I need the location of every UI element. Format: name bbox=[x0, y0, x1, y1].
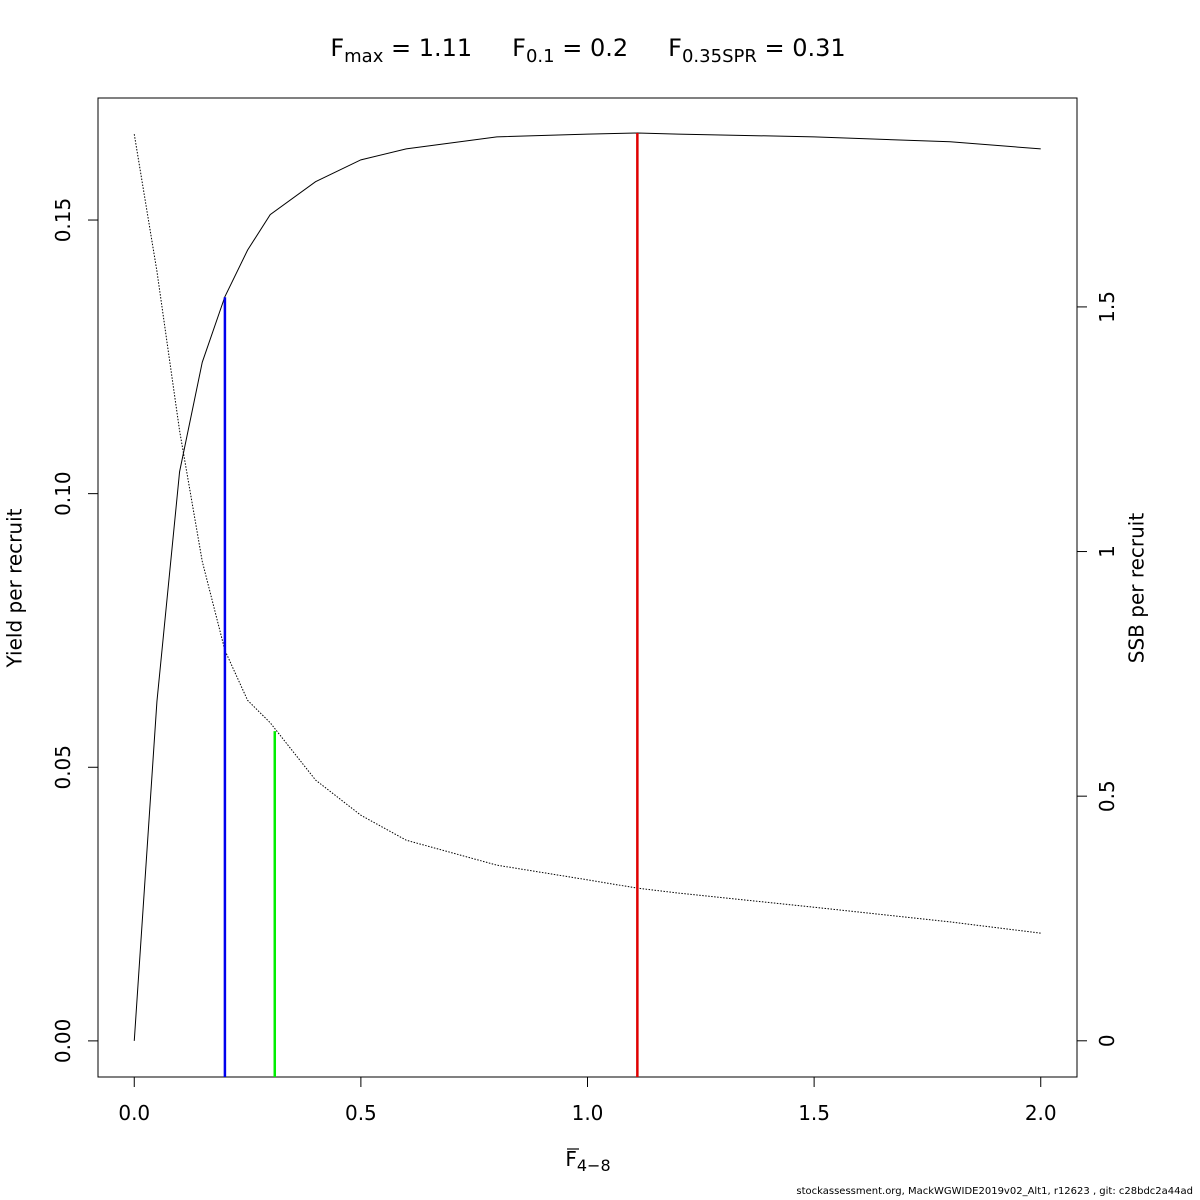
y-tick-label: 0.10 bbox=[51, 471, 75, 516]
title-symbol: F bbox=[668, 34, 682, 62]
x-tick-label: 2.0 bbox=[1025, 1101, 1057, 1125]
x-tick-label: 0.0 bbox=[118, 1101, 150, 1125]
y-tick-label: 0.00 bbox=[51, 1019, 75, 1064]
x-tick-label: 0.5 bbox=[345, 1101, 377, 1125]
y-tick-label: 0.15 bbox=[51, 198, 75, 243]
series-line bbox=[133, 132, 1041, 1041]
chart-title: Fmax = 1.11 F0.1 = 0.2 F0.35SPR = 0.31 bbox=[330, 34, 845, 67]
x-label-symbol: F bbox=[565, 1147, 577, 1171]
footer: stockassessment.org, MackWGWIDE2019v02_A… bbox=[796, 1186, 1193, 1197]
title-subscript: max bbox=[344, 46, 384, 67]
title-symbol: F bbox=[512, 34, 526, 62]
y2-tick-label: 0 bbox=[1095, 1034, 1119, 1047]
x-tick-label: 1.5 bbox=[798, 1101, 830, 1125]
x-label-subscript: 4−8 bbox=[577, 1156, 611, 1175]
y2-tick-label: 0.5 bbox=[1095, 780, 1119, 812]
x-tick-label: 1.0 bbox=[572, 1101, 604, 1125]
y2-tick-label: 1.5 bbox=[1095, 291, 1119, 323]
y-axis-label: Yield per recruit bbox=[3, 508, 27, 668]
title-symbol: F bbox=[330, 34, 344, 62]
y2-tick-label: 1 bbox=[1095, 545, 1119, 558]
y-tick-label: 0.05 bbox=[51, 745, 75, 790]
x-axis-label: F4−8 bbox=[565, 1147, 610, 1175]
title-value: = 0.31 bbox=[757, 34, 846, 62]
series-line bbox=[133, 134, 1041, 934]
plot-frame bbox=[97, 97, 1078, 1078]
title-value: = 1.11 bbox=[383, 34, 472, 62]
title-value: = 0.2 bbox=[555, 34, 629, 62]
title-subscript: 0.1 bbox=[526, 46, 555, 67]
y2-axis-label: SSB per recruit bbox=[1125, 513, 1149, 664]
title-subscript: 0.35SPR bbox=[682, 46, 757, 67]
